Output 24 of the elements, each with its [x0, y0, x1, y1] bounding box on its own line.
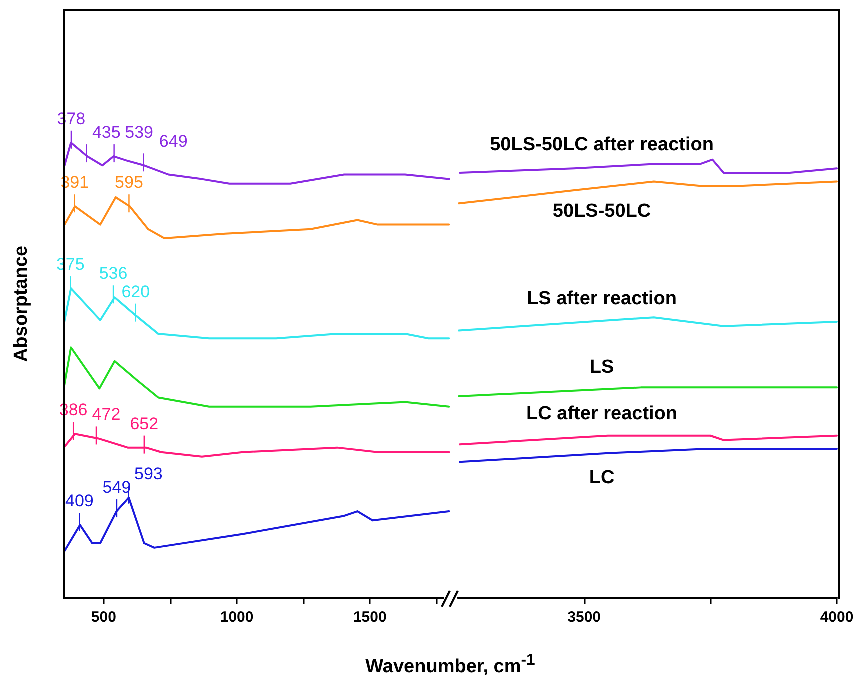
series-label: LS	[590, 357, 614, 378]
x-tick-label: 500	[91, 609, 116, 626]
annotation: 472	[92, 405, 121, 424]
annotation: 435	[92, 123, 121, 142]
x-tick-label: 1000	[220, 609, 254, 626]
series-label: LC	[589, 467, 615, 488]
annotation: 536	[99, 264, 128, 284]
annotation: 595	[115, 173, 144, 192]
annotation: 539	[125, 123, 154, 142]
annotation: 549	[102, 478, 132, 498]
series-label: LC after reaction	[526, 404, 678, 425]
annotation: 649	[159, 132, 188, 152]
x-tick-label: 4000	[820, 609, 854, 626]
series-label: LS after reaction	[527, 288, 677, 310]
annotation: 593	[134, 464, 163, 484]
annotation: 652	[130, 414, 159, 434]
annotation: 620	[122, 282, 150, 302]
series-label: 50LS-50LC	[552, 200, 652, 222]
series-label: 50LS-50LC after reaction	[490, 134, 714, 156]
y-axis-title: Absorptance	[11, 246, 33, 362]
x-axis-title: Wavenumber, cm$^{-1}$	[364, 652, 536, 678]
x-tick-label: 1500	[353, 609, 387, 626]
annotation: 409	[66, 492, 94, 511]
x-tick-label: 3500	[568, 609, 602, 626]
